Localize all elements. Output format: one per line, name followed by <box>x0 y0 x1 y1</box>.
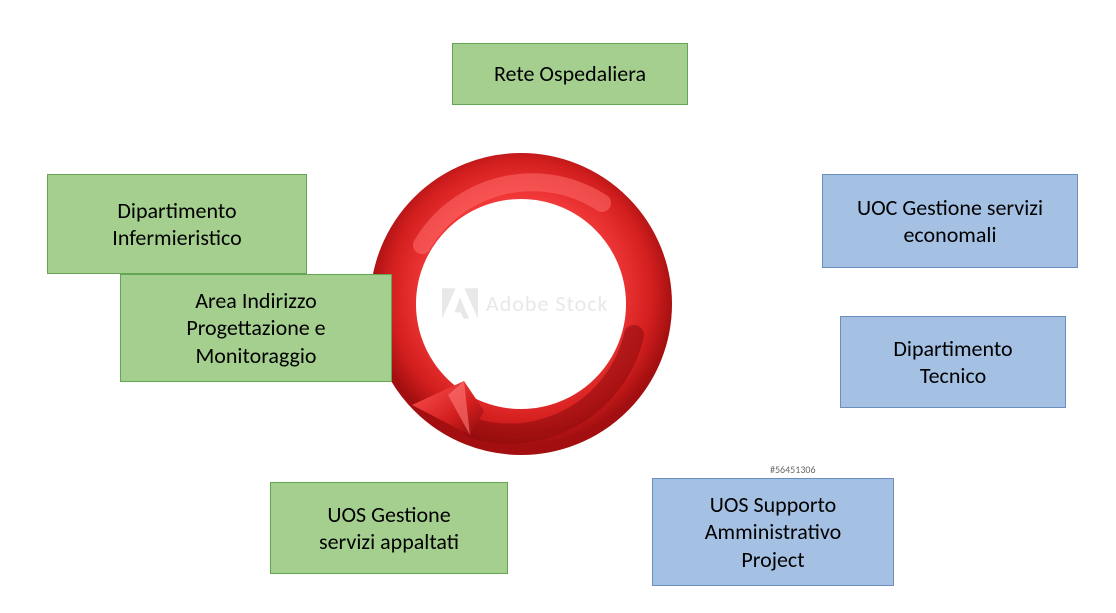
watermark-text: Adobe Stock <box>486 290 609 317</box>
box-label: Dipartimento Tecnico <box>893 335 1012 390</box>
box-uos-gestione-servizi-appaltati: UOS Gestione servizi appaltati <box>270 482 508 574</box>
box-label: UOC Gestione servizi economali <box>857 194 1043 249</box>
box-rete-ospedaliera: Rete Ospedaliera <box>452 43 688 105</box>
adobe-stock-watermark: Adobe Stock <box>442 288 609 319</box>
box-label: UOS Supporto Amministrativo Project <box>705 491 841 574</box>
box-area-indirizzo-progettazione: Area Indirizzo Progettazione e Monitorag… <box>120 274 392 382</box>
box-label: Rete Ospedaliera <box>494 60 646 88</box>
stock-id-label: #56451306 <box>770 463 816 476</box>
box-label: Dipartimento Infermieristico <box>112 197 241 252</box>
box-uos-supporto-amministrativo-project: UOS Supporto Amministrativo Project <box>652 478 894 586</box>
adobe-logo-icon <box>442 288 478 319</box>
box-uoc-gestione-servizi-economali: UOC Gestione servizi economali <box>822 174 1078 268</box>
box-dipartimento-infermieristico: Dipartimento Infermieristico <box>47 174 307 274</box>
box-label: Area Indirizzo Progettazione e Monitorag… <box>186 287 325 370</box>
box-dipartimento-tecnico: Dipartimento Tecnico <box>840 316 1066 408</box>
box-label: UOS Gestione servizi appaltati <box>319 501 459 556</box>
stock-id-text: #56451306 <box>770 463 816 476</box>
